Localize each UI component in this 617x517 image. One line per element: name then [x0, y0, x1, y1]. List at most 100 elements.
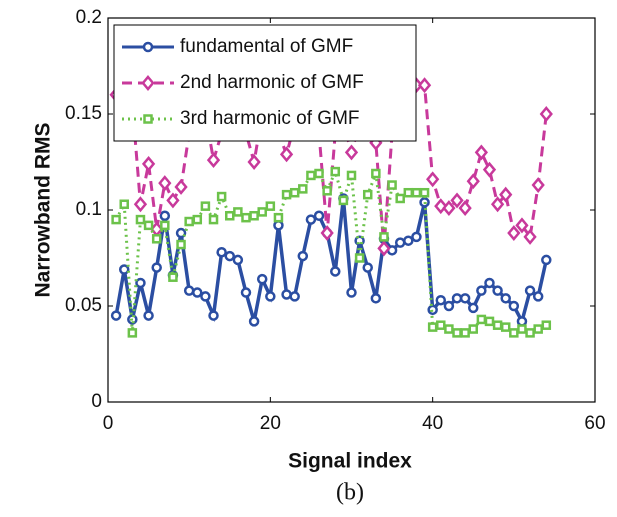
point: [200, 201, 211, 211]
point: [200, 291, 211, 302]
point: [436, 320, 446, 330]
point: [233, 207, 243, 217]
point: [160, 220, 170, 231]
point: [265, 201, 276, 211]
point: [426, 171, 440, 188]
x-tick-label: 60: [584, 413, 605, 434]
point: [265, 291, 276, 302]
point: [541, 254, 552, 266]
point: [111, 214, 121, 225]
point: [225, 211, 235, 221]
point: [168, 272, 178, 282]
point: [450, 192, 464, 209]
point: [533, 324, 543, 334]
point: [330, 266, 341, 277]
point: [118, 264, 130, 275]
point: [206, 152, 221, 169]
point: [273, 212, 284, 223]
caption: (b): [336, 480, 364, 506]
y-tick-label: 0.05: [65, 295, 102, 316]
point: [133, 196, 148, 213]
point: [482, 161, 497, 178]
point: [346, 170, 357, 181]
point: [499, 186, 513, 203]
point: [135, 214, 146, 225]
point: [492, 285, 503, 296]
point: [174, 179, 188, 195]
point: [141, 155, 156, 172]
point: [474, 144, 488, 161]
x-axis-label: Signal index: [288, 450, 412, 473]
legend-label: 2nd harmonic of GMF: [180, 72, 364, 93]
y-tick-label: 0.1: [76, 199, 102, 220]
legend-box: [113, 24, 417, 142]
point: [435, 294, 447, 306]
point: [451, 293, 463, 304]
point: [452, 328, 462, 338]
point: [387, 180, 397, 190]
point: [500, 293, 511, 304]
legend-marker: [143, 114, 153, 124]
y-tick-label: 0: [91, 391, 102, 412]
point: [476, 314, 487, 325]
legend-label: 3rd harmonic of GMF: [180, 108, 360, 129]
series: [111, 166, 552, 338]
point: [370, 293, 382, 304]
point: [541, 320, 552, 330]
point: [484, 316, 495, 327]
point: [444, 324, 454, 334]
point: [539, 106, 553, 122]
point: [216, 246, 227, 258]
point: [419, 187, 430, 198]
point: [417, 77, 432, 94]
point: [119, 199, 129, 209]
point: [320, 225, 334, 241]
point: [403, 235, 414, 246]
point: [322, 186, 332, 196]
x-tick-label: 20: [260, 413, 281, 434]
point: [241, 212, 251, 223]
point: [330, 166, 341, 177]
point: [127, 328, 138, 338]
point: [395, 193, 405, 204]
y-tick-label: 0.15: [65, 103, 102, 124]
point: [256, 273, 268, 285]
point: [151, 234, 162, 244]
point: [224, 250, 235, 262]
x-tick-label: 0: [103, 413, 114, 434]
point: [427, 322, 438, 332]
point: [281, 189, 292, 200]
point: [208, 214, 219, 225]
point: [371, 168, 381, 179]
point: [490, 196, 505, 213]
point: [289, 291, 300, 302]
point: [377, 240, 391, 257]
point: [508, 300, 520, 312]
point: [460, 328, 470, 338]
point: [468, 302, 479, 314]
point: [298, 184, 308, 194]
point: [484, 277, 495, 289]
point: [192, 287, 203, 298]
point: [411, 231, 422, 243]
point: [305, 214, 317, 225]
point: [273, 220, 284, 231]
point: [216, 191, 227, 202]
point: [443, 300, 455, 312]
point: [166, 192, 180, 209]
point: [232, 254, 244, 266]
point: [532, 291, 544, 302]
point: [257, 207, 267, 217]
point: [379, 232, 389, 242]
point: [507, 225, 521, 241]
series-line: [114, 198, 549, 327]
point: [346, 287, 357, 298]
point: [517, 324, 527, 334]
point: [183, 285, 195, 296]
point: [524, 285, 536, 296]
point: [500, 322, 511, 332]
x-tick-label: 40: [422, 413, 443, 434]
point: [362, 189, 373, 200]
point: [354, 253, 365, 263]
